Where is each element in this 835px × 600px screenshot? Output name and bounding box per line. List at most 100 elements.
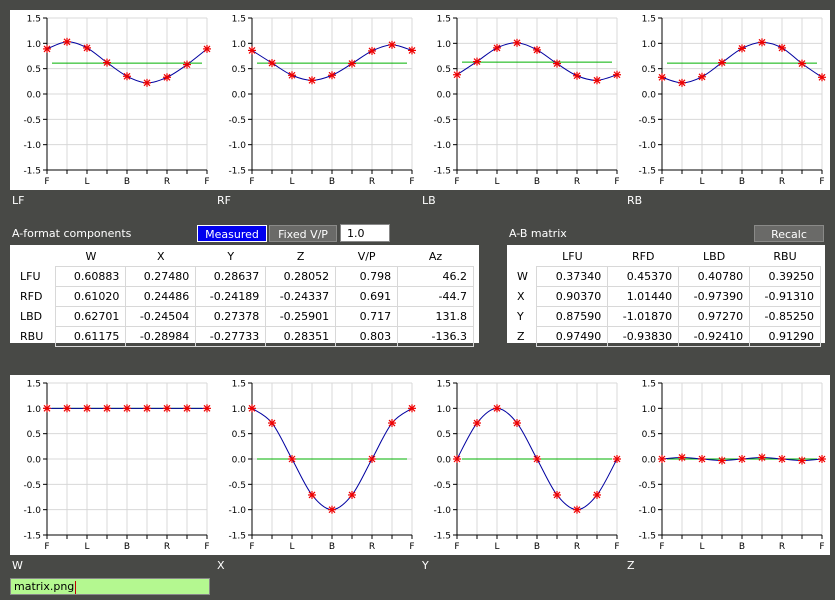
- table-cell: -0.92410: [678, 326, 751, 347]
- plot-label-lb: LB: [422, 194, 436, 207]
- table-cell: 131.8: [397, 306, 474, 327]
- x-tick-label: L: [494, 177, 499, 187]
- table-cell: 0.28351: [265, 326, 337, 347]
- data-point: [718, 456, 726, 465]
- table-row: RFD 0.61020 0.24486 -0.24189 -0.24337 0.…: [14, 286, 474, 307]
- marker-stroke: [388, 419, 396, 427]
- plot-w: 1.5 1.0 0.5 0.0 -0.5 -1.0 -1.5 F L B R F: [10, 375, 215, 580]
- data-point: [123, 72, 131, 81]
- data-point: [798, 59, 806, 68]
- table-cell: 0.717: [335, 306, 399, 327]
- x-tick-label: R: [779, 542, 785, 552]
- marker-stroke: [203, 45, 211, 53]
- data-point: [718, 58, 726, 67]
- marker-stroke: [533, 46, 541, 54]
- y-tick-label: 0.0: [437, 91, 452, 101]
- y-tick-label: 0.0: [232, 91, 247, 101]
- fixed-vp-input[interactable]: [340, 224, 390, 242]
- x-tick-label: B: [534, 177, 540, 187]
- data-point: [163, 404, 171, 413]
- recalc-button[interactable]: Recalc: [754, 225, 824, 242]
- data-point: [473, 419, 481, 428]
- table-cell: 0.37340: [536, 266, 609, 287]
- y-tick-label: 0.0: [232, 456, 247, 466]
- marker-stroke: [473, 419, 481, 427]
- x-tick-label: B: [534, 542, 540, 552]
- table-cell: 0.24486: [125, 286, 197, 307]
- y-tick-label: 0.5: [642, 430, 656, 440]
- data-point: [513, 38, 521, 47]
- data-point: [533, 455, 541, 463]
- data-point: [43, 404, 51, 413]
- y-tick-label: 0.5: [232, 65, 246, 75]
- x-tick-label: R: [574, 177, 580, 187]
- y-tick-label: -1.0: [638, 141, 656, 151]
- data-point: [778, 455, 786, 463]
- measured-button[interactable]: Measured: [197, 225, 267, 242]
- y-tick-label: 1.5: [232, 380, 246, 390]
- table-cell: 0.61175: [55, 326, 127, 347]
- plot-background: [625, 10, 830, 190]
- abmatrix-col-header: LBD: [703, 250, 726, 263]
- y-tick-label: 1.5: [437, 15, 451, 25]
- x-tick-label: L: [494, 542, 499, 552]
- aformat-col-header: X: [157, 250, 165, 263]
- aformat-panel: W X Y Z V/P Az LFU 0.60883 0.27480 0.286…: [10, 245, 479, 347]
- data-point: [163, 73, 171, 82]
- x-tick-label: L: [699, 542, 704, 552]
- y-tick-label: 1.5: [232, 15, 246, 25]
- marker-stroke: [123, 72, 131, 80]
- abmatrix-col-header: RBU: [773, 250, 797, 263]
- data-point: [248, 46, 256, 55]
- filename-input[interactable]: matrix.png: [10, 578, 210, 595]
- table-cell: -0.24337: [265, 286, 337, 307]
- data-point: [698, 455, 706, 463]
- abmatrix-header-row: LFU RFD LBD RBU: [511, 247, 821, 267]
- data-point: [658, 73, 666, 82]
- table-cell: -0.85250: [749, 306, 821, 327]
- marker-stroke: [143, 404, 151, 412]
- y-tick-label: 1.5: [642, 380, 656, 390]
- x-tick-label: L: [84, 542, 89, 552]
- data-point: [553, 490, 561, 499]
- data-point: [513, 419, 521, 428]
- x-tick-label: B: [329, 177, 335, 187]
- data-point: [288, 455, 296, 463]
- data-point: [143, 404, 151, 413]
- data-point: [758, 453, 766, 462]
- x-tick-label: L: [84, 177, 89, 187]
- plot-y: 1.5 1.0 0.5 0.0 -0.5 -1.0 -1.5 F L B R F: [420, 375, 625, 580]
- y-tick-label: 0.0: [642, 91, 657, 101]
- x-tick-label: R: [164, 177, 170, 187]
- marker-stroke: [103, 59, 111, 67]
- data-point: [143, 78, 151, 87]
- table-cell: -0.91310: [749, 286, 821, 307]
- aformat-title: A-format components: [12, 227, 132, 240]
- x-tick-label: L: [699, 177, 704, 187]
- table-cell: 0.28637: [195, 266, 267, 287]
- marker-stroke: [718, 457, 726, 464]
- marker-stroke: [698, 455, 706, 463]
- plot-svg: 1.51.00.50.0-0.5-1.0-1.5F L B R F: [10, 10, 215, 190]
- data-point: [63, 37, 71, 46]
- y-tick-label: 0.0: [27, 456, 42, 466]
- data-point: [268, 59, 276, 68]
- plot-background: [215, 375, 420, 555]
- marker-stroke: [613, 455, 621, 463]
- data-point: [493, 43, 501, 52]
- table-row: Z 0.97490 -0.93830 -0.92410 0.91290: [511, 326, 821, 347]
- plot-z: 1.5 1.0 0.5 0.0 -0.5 -1.0 -1.5 F L B R F: [625, 375, 830, 580]
- data-point: [183, 404, 191, 413]
- marker-stroke: [758, 38, 766, 46]
- marker-stroke: [43, 404, 51, 412]
- table-cell: -0.24189: [195, 286, 267, 307]
- marker-stroke: [493, 44, 501, 52]
- table-cell: 0.691: [335, 286, 399, 307]
- plot-label-lf: LF: [12, 194, 25, 207]
- marker-stroke: [368, 455, 376, 463]
- marker-stroke: [328, 71, 336, 79]
- data-point: [203, 44, 211, 53]
- table-cell: 0.803: [335, 326, 399, 347]
- fixed-vp-button[interactable]: Fixed V/P: [269, 225, 337, 242]
- marker-stroke: [268, 59, 276, 67]
